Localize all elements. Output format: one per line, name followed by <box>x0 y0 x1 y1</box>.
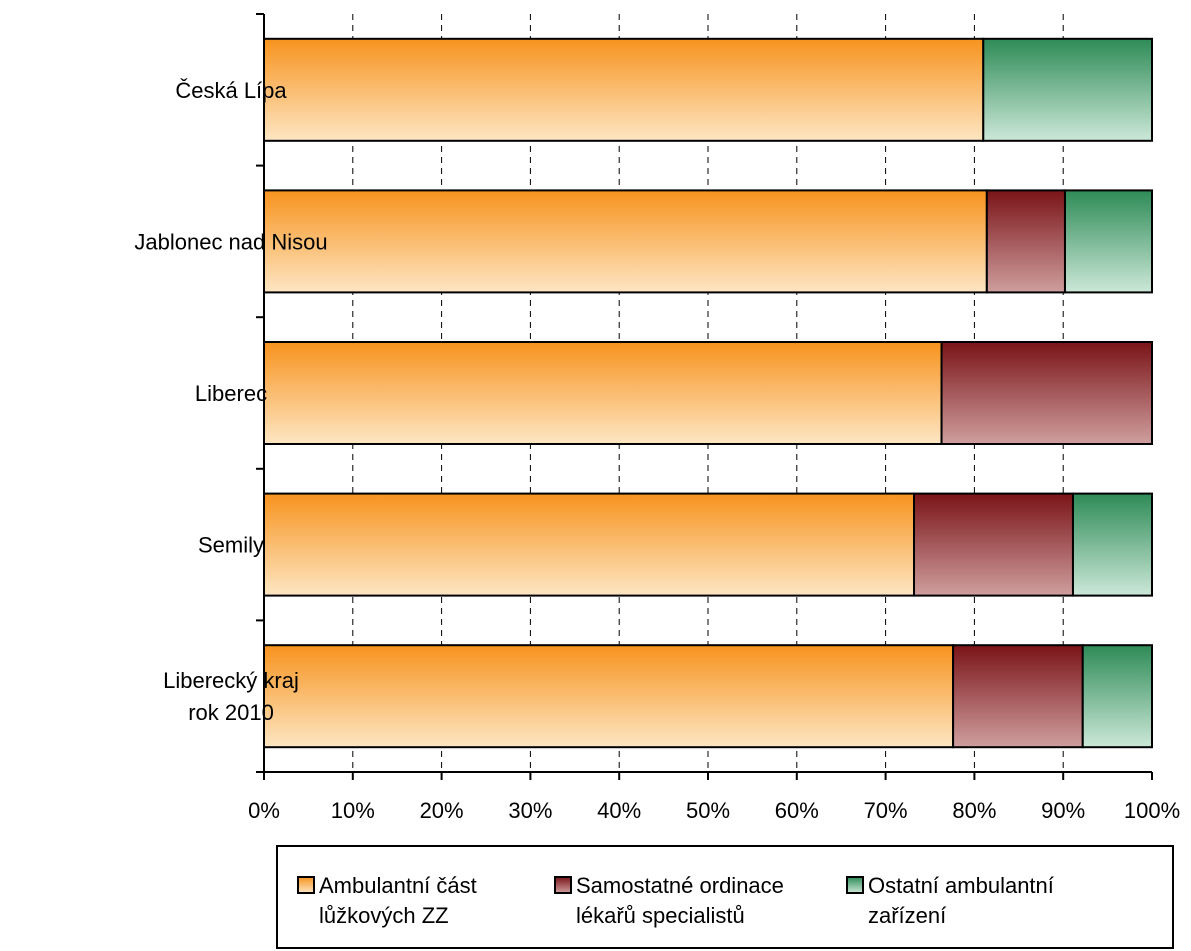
legend-label: lůžkových ZZ <box>319 903 449 928</box>
x-tick-label: 50% <box>686 798 730 823</box>
bar-segment <box>1081 644 1153 749</box>
bar-segment <box>263 189 988 294</box>
x-tick-label: 80% <box>952 798 996 823</box>
category-label: Jablonec nad Nisou <box>134 229 327 254</box>
bar-segment <box>913 492 1074 597</box>
category-label: Liberecký kraj <box>163 668 299 693</box>
x-tick-label: 30% <box>508 798 552 823</box>
legend-label: zařízení <box>868 903 946 928</box>
legend-label: Ostatní ambulantní <box>868 873 1054 898</box>
bar-segment <box>263 37 985 142</box>
category-label: Liberec <box>195 381 267 406</box>
bar-segment <box>263 644 955 749</box>
legend-label: Samostatné ordinace <box>576 873 784 898</box>
legend: Ambulantní část lůžkových ZZ Samostatné or… <box>276 845 1174 949</box>
category-label: Semily <box>198 533 264 558</box>
x-tick-label: 60% <box>775 798 819 823</box>
legend-label: Ambulantní část <box>319 873 477 898</box>
bar-segment <box>982 37 1154 142</box>
bar-segment <box>1063 189 1153 294</box>
x-tick-label: 90% <box>1041 798 1085 823</box>
axes <box>256 13 1153 780</box>
x-tick-labels: 0% 10% 20% 30% 40% 50% 60% 70% 80% 90% 100% <box>248 798 1180 823</box>
x-tick-label: 100% <box>1124 798 1180 823</box>
legend-box <box>276 845 1174 949</box>
bar-segment <box>263 492 916 597</box>
bar-segment <box>952 644 1084 749</box>
x-tick-label: 70% <box>864 798 908 823</box>
bar-segment <box>263 341 943 445</box>
category-labels: Česká Lípa Jablonec nad Nisou Liberec Semil… <box>134 78 327 725</box>
x-tick-label: 10% <box>331 798 375 823</box>
bar-segment <box>1071 492 1154 597</box>
legend-swatch <box>554 876 572 894</box>
x-tick-label: 40% <box>597 798 641 823</box>
legend-label: lékařů specialistů <box>576 903 745 928</box>
category-label: Česká Lípa <box>175 78 287 103</box>
bars <box>263 37 1154 749</box>
category-label: rok 2010 <box>188 700 274 725</box>
bar-segment <box>985 189 1066 294</box>
x-tick-label: 0% <box>248 798 280 823</box>
bar-segment <box>940 341 1153 445</box>
legend-swatch <box>846 876 864 894</box>
x-tick-label: 20% <box>420 798 464 823</box>
legend-swatch <box>297 876 315 894</box>
